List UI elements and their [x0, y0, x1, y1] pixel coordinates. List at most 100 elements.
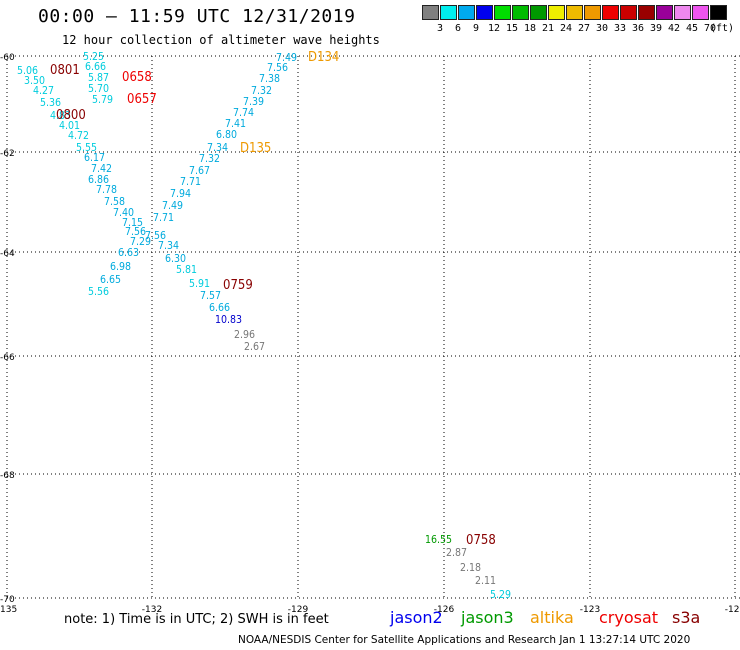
- swh-value: 7.32: [199, 153, 220, 165]
- legend-label: 15: [505, 23, 519, 34]
- swh-value: 4.27: [33, 85, 54, 97]
- swh-value: 6.65: [100, 274, 121, 286]
- legend-label: 3: [436, 23, 444, 34]
- swh-value: 7.67: [189, 165, 210, 177]
- swh-value: 4.01: [59, 120, 80, 132]
- legend-label: 12: [487, 23, 501, 34]
- legend-swatch: [530, 5, 547, 20]
- pass-time-label: D135: [240, 141, 271, 156]
- swh-value: 4.83: [50, 110, 71, 122]
- swh-value: 7.56: [267, 62, 288, 74]
- swh-value: 7.29: [130, 236, 151, 248]
- swh-value: 6.30: [165, 253, 186, 265]
- swh-value: 2.11: [475, 575, 496, 587]
- pass-time-label: 0657: [127, 92, 157, 107]
- legend-label: 21: [541, 23, 555, 34]
- swh-value: 7.34: [207, 142, 228, 154]
- legend-swatch: [656, 5, 673, 20]
- swh-value: 6.86: [88, 174, 109, 186]
- legend-swatch: [476, 5, 493, 20]
- lat-label: -68: [0, 471, 15, 481]
- legend-label: 18: [523, 23, 537, 34]
- map-subtitle: 12 hour collection of altimeter wave hei…: [62, 33, 380, 47]
- swh-value: 7.74: [233, 107, 254, 119]
- pass-time-label: 0658: [122, 70, 152, 85]
- swh-value: 5.70: [88, 83, 109, 95]
- map-title: 00:00 – 11:59 UTC 12/31/2019: [38, 6, 356, 27]
- footnote: note: 1) Time is in UTC; 2) SWH is in fe…: [64, 612, 329, 627]
- swh-value: 5.91: [189, 278, 210, 290]
- legend-swatch: [602, 5, 619, 20]
- legend-label: 42: [667, 23, 681, 34]
- legend-label: 9: [472, 23, 480, 34]
- legend-label: 24: [559, 23, 573, 34]
- pass-time-label: 0758: [466, 533, 496, 548]
- legend-swatch: [638, 5, 655, 20]
- swh-value: 7.56: [125, 226, 146, 238]
- legend-label: (ft): [709, 23, 735, 34]
- swh-value: 5.56: [88, 286, 109, 298]
- swh-value: 5.36: [40, 97, 61, 109]
- legend-swatch: [494, 5, 511, 20]
- swh-value: 6.98: [110, 261, 131, 273]
- pass-time-label: D134: [308, 50, 339, 65]
- legend-label: 6: [454, 23, 462, 34]
- swh-value: 7.42: [91, 163, 112, 175]
- swh-value: 6.66: [85, 61, 106, 73]
- legend-swatch: [548, 5, 565, 20]
- legend-label: 36: [631, 23, 645, 34]
- observations: 5.256.665.065.873.505.704.275.795.364.83…: [17, 50, 511, 601]
- lon-label: -135: [0, 605, 17, 615]
- swh-value: 7.15: [122, 217, 143, 229]
- lat-lon-grid: [6, 55, 740, 600]
- pass-time-label: 0801: [50, 63, 80, 78]
- lat-label: -70: [0, 595, 15, 605]
- legend-label: 45: [685, 23, 699, 34]
- credit-line: NOAA/NESDIS Center for Satellite Applica…: [238, 634, 691, 646]
- swh-value: 7.49: [162, 200, 183, 212]
- satellite-name: altika: [530, 608, 574, 627]
- swh-value: 5.87: [88, 72, 109, 84]
- swh-value: 6.66: [209, 302, 230, 314]
- swh-value: 5.29: [490, 589, 511, 601]
- swh-value: 5.06: [17, 65, 38, 77]
- lat-label: -60: [0, 53, 15, 63]
- legend-swatch: [512, 5, 529, 20]
- legend-swatch: [674, 5, 691, 20]
- swh-value: 16.55: [425, 534, 452, 546]
- lat-label: -66: [0, 353, 15, 363]
- swh-value: 2.18: [460, 562, 481, 574]
- swh-value: 7.94: [170, 188, 191, 200]
- swh-value: 7.41: [225, 118, 246, 130]
- swh-value: 5.81: [176, 264, 197, 276]
- swh-value: 5.25: [83, 51, 104, 63]
- satellite-name: s3a: [672, 608, 701, 627]
- legend-swatch: [422, 5, 439, 20]
- swh-value: 5.79: [92, 94, 113, 106]
- swh-value: 7.39: [243, 96, 264, 108]
- swh-value: 7.58: [104, 196, 125, 208]
- legend-swatch: [584, 5, 601, 20]
- legend-swatch: [458, 5, 475, 20]
- swh-value: 7.71: [153, 212, 174, 224]
- swh-value: 7.57: [200, 290, 221, 302]
- lon-label: -126: [434, 605, 455, 615]
- axis-labels: -60 -62 -64 -66 -68 -70-135 -132 -129 -126 -123 -1…: [0, 53, 740, 615]
- satellite-name: jason2: [390, 608, 443, 627]
- swh-value: 6.63: [118, 247, 139, 259]
- swh-value: 6.17: [84, 152, 105, 164]
- legend-label: 39: [649, 23, 663, 34]
- satellite-name: jason3: [461, 608, 514, 627]
- swh-value: 6.80: [216, 129, 237, 141]
- legend-label: 33: [613, 23, 627, 34]
- lon-label: -120: [725, 605, 740, 615]
- legend-swatch: [620, 5, 637, 20]
- swh-value: 7.71: [180, 176, 201, 188]
- legend-swatch: [566, 5, 583, 20]
- swh-value: 2.96: [234, 329, 255, 341]
- swh-value: 7.56: [145, 230, 166, 242]
- lon-label: -129: [288, 605, 309, 615]
- legend-swatch: [692, 5, 709, 20]
- swh-value: 7.49: [276, 52, 297, 64]
